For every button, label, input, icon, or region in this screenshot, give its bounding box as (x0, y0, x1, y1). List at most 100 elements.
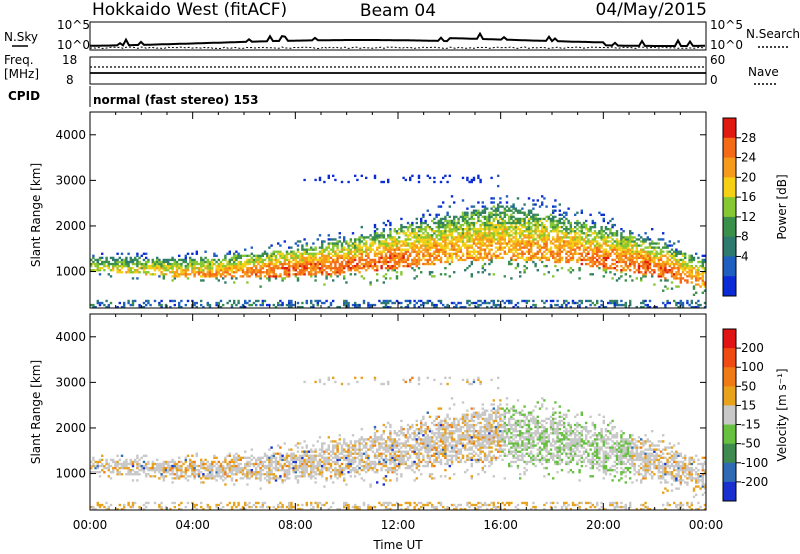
power-cell (684, 273, 687, 276)
power-cell (666, 269, 669, 272)
velocity-cell (268, 468, 271, 472)
power-cell (666, 244, 669, 247)
velocity-cell (178, 468, 181, 472)
power-cell (668, 240, 671, 243)
velocity-cell (237, 471, 240, 474)
power-cell (318, 178, 322, 182)
power-cell (202, 262, 205, 266)
power-cell (602, 260, 605, 264)
power-cell (378, 246, 381, 249)
power-cell (488, 219, 491, 223)
velocity-cell (299, 456, 302, 460)
velocity-cell (208, 468, 212, 472)
power-cell (112, 256, 115, 260)
power-cell (318, 252, 322, 255)
power-cell (437, 205, 440, 208)
power-cell (470, 273, 473, 276)
velocity-cell (244, 475, 247, 478)
power-cell (142, 252, 146, 255)
power-cell (391, 252, 394, 255)
power-cell (288, 305, 291, 309)
power-cell (206, 271, 209, 274)
power-cell (492, 299, 495, 303)
power-cell (576, 246, 579, 249)
power-cell (433, 256, 436, 260)
power-cell (466, 248, 469, 251)
power-cell (477, 219, 480, 223)
velocity-cell (195, 452, 198, 455)
power-cell (483, 225, 487, 229)
power-cell (563, 219, 566, 223)
power-cell (409, 244, 412, 247)
power-cell (301, 271, 304, 274)
power-cell (391, 238, 394, 241)
power-cell (393, 262, 396, 266)
velocity-cell (312, 468, 315, 472)
power-cell (466, 244, 469, 247)
power-cell (283, 271, 286, 274)
velocity-cell (211, 462, 214, 466)
power-cell (651, 242, 654, 245)
velocity-cell (129, 471, 132, 474)
power-cell (648, 260, 652, 264)
power-cell (497, 256, 500, 260)
power-cell (435, 230, 438, 233)
power-cell (285, 262, 289, 266)
power-cell (365, 264, 368, 268)
power-cell (486, 207, 489, 210)
power-cell (635, 248, 638, 251)
power-cell (512, 246, 515, 249)
power-cell (222, 262, 225, 266)
power-cell (514, 238, 517, 241)
velocity-cell (178, 466, 181, 470)
power-cell (510, 234, 513, 237)
power-cell (521, 225, 524, 229)
power-cell (464, 232, 467, 235)
power-cell (411, 250, 414, 253)
power-cell (257, 271, 260, 274)
power-cell (259, 266, 262, 270)
power-cell (602, 248, 605, 251)
power-cell (453, 217, 456, 221)
velocity-cell (101, 464, 104, 468)
power-cell (285, 252, 289, 255)
power-cell (686, 279, 689, 282)
power-cell (596, 242, 599, 245)
power-cell (571, 248, 575, 251)
power-cell (576, 258, 579, 262)
power-cell (472, 256, 476, 260)
power-cell (466, 176, 469, 180)
power-cell (481, 256, 484, 260)
power-cell (362, 244, 366, 247)
power-cell (448, 225, 451, 229)
power-cell (125, 271, 128, 274)
power-cell (574, 225, 577, 229)
velocity-cell (281, 458, 284, 462)
power-cell (499, 248, 502, 251)
power-cell (186, 273, 190, 276)
power-cell (494, 211, 498, 214)
power-cell (142, 271, 146, 274)
power-cell (483, 256, 487, 260)
power-cell (92, 254, 95, 258)
power-cell (684, 254, 687, 258)
power-cell (488, 242, 491, 245)
power-cell (415, 262, 418, 266)
velocity-cell (261, 460, 264, 464)
power-cell (481, 242, 484, 245)
power-cell (426, 234, 429, 237)
power-cell (497, 248, 500, 251)
power-cell (505, 205, 509, 208)
power-cell (486, 221, 489, 225)
velocity-cell (224, 473, 227, 476)
power-cell (508, 221, 511, 225)
power-cell (547, 258, 550, 262)
velocity-cell (259, 473, 262, 476)
velocity-cell (239, 458, 242, 462)
power-cell (435, 244, 438, 247)
power-cell (609, 254, 612, 258)
power-cell (197, 262, 201, 266)
power-cell (417, 299, 421, 303)
power-cell (552, 223, 555, 227)
power-cell (640, 271, 643, 274)
